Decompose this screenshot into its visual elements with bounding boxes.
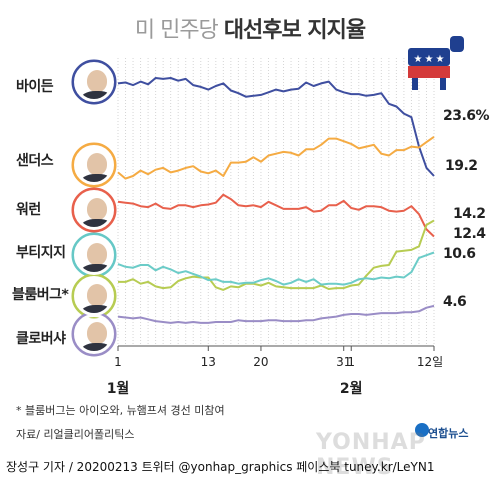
donkey-logo-stripe [408, 66, 450, 78]
series-line-sanders [117, 135, 435, 180]
x-tick-label-2: 20 [253, 355, 268, 369]
avatar-bloomberg [74, 276, 114, 316]
avatar-klobuchar [74, 314, 114, 354]
label-bloomberg: 블룸버그* [12, 287, 69, 303]
chart-title-light: 미 민주당 [134, 18, 219, 43]
watermark: YONHAP NEWS [316, 430, 426, 480]
series-line-bloomberg [117, 251, 435, 286]
month-label-feb: 2월 [340, 380, 363, 397]
x-tick-label-0: 1 [114, 355, 122, 369]
value-warren: 12.4 [453, 226, 486, 242]
chart-title: 미 민주당 대선후보 지지율 [0, 12, 500, 44]
label-biden: 바이든 [16, 79, 54, 95]
footer-credit: 장성구 기자 / 20200213 트위터 @yonhap_graphics 페… [6, 460, 435, 474]
avatar-ring-warren [71, 187, 117, 233]
x-tick-label-4: 1 [347, 355, 355, 369]
donkey-logo-leg-1 [412, 78, 418, 90]
label-buttigieg: 부티지지 [16, 245, 66, 261]
avatar-ring-sanders [71, 142, 117, 188]
value-klobuchar: 4.6 [443, 294, 467, 310]
x-tick-label-5: 12일 [417, 355, 443, 369]
value-biden: 19.2 [445, 158, 478, 174]
avatar-warren [74, 190, 114, 230]
month-label-jan: 1월 [107, 380, 130, 397]
donkey-logo-star-2: ★ [436, 54, 445, 65]
avatar-buttigieg [74, 235, 114, 275]
series-line-klobuchar [117, 304, 435, 324]
donkey-logo-star-0: ★ [414, 54, 423, 65]
x-tick-label-1: 13 [201, 355, 216, 369]
series-line-biden [117, 77, 435, 177]
avatar-ring-biden [71, 59, 117, 105]
value-bloomberg: 10.6 [443, 246, 476, 262]
footnote: * 블룸버그는 아이오와, 뉴햄프셔 경선 미참여 [16, 404, 225, 417]
label-klobuchar: 클로버샤 [16, 331, 66, 347]
yonhap-logo: 연합뉴스 [428, 427, 469, 440]
donkey-logo-body [408, 48, 450, 66]
value-buttigieg: 14.2 [453, 206, 486, 222]
avatar-sanders [74, 145, 114, 185]
series-line-warren [117, 193, 435, 238]
chart-title-bold: 대선후보 지지율 [223, 18, 366, 43]
avatar-biden [74, 62, 114, 102]
x-tick-label-3: 31 [336, 355, 351, 369]
label-warren: 워런 [16, 202, 41, 218]
series-line-buttigieg [118, 219, 435, 291]
yonhap-logo-icon [415, 423, 429, 437]
label-sanders: 샌더스 [16, 153, 54, 169]
donkey-logo-head [450, 36, 464, 52]
donkey-logo-leg-2 [440, 78, 446, 90]
source-note: 자료/ 리얼클리어폴리틱스 [16, 428, 135, 441]
donkey-logo-star-1: ★ [425, 54, 434, 65]
value-sanders: 23.6% [443, 108, 490, 124]
